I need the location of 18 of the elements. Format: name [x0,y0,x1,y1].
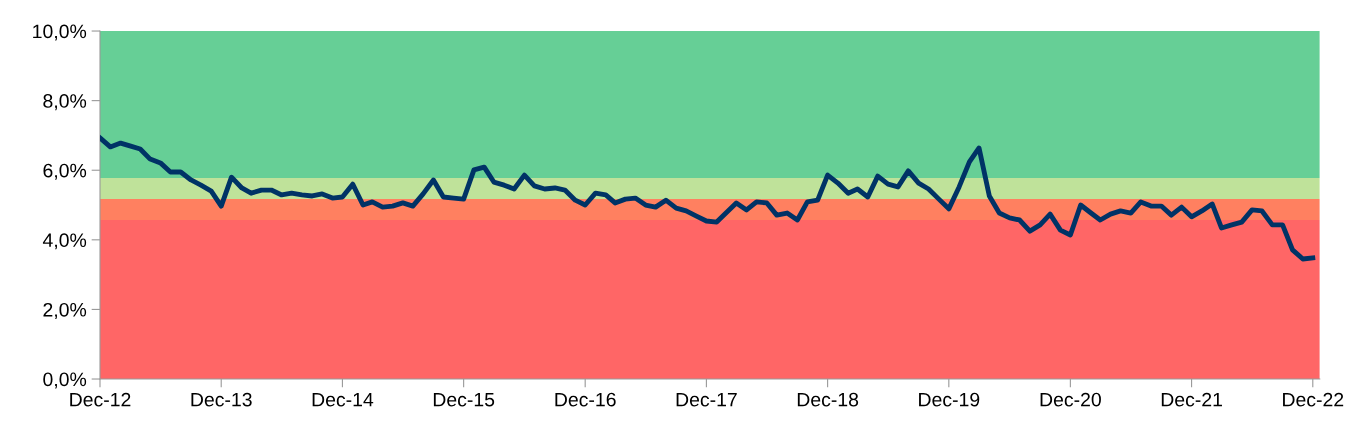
line-series [100,135,1316,262]
y-tick-label: 4,0% [42,233,87,250]
x-tick-label: Dec-22 [1283,392,1344,407]
y-tick-label: 0,0% [43,372,87,389]
x-tick-label: Dec-17 [676,392,737,407]
x-tick-label: Dec-20 [1040,392,1101,407]
y-tick-label: 2,0% [43,302,87,319]
x-tick-label: Dec-14 [312,392,374,407]
x-tick-label: Dec-19 [919,392,980,407]
y-tick-label: 6,0% [43,163,87,180]
x-tick-label: Dec-15 [433,392,495,407]
x-tick-label: Dec-21 [1161,392,1222,407]
x-tick-label: Dec-12 [70,392,131,407]
y-tick-label: 10,0% [33,24,87,41]
y-tick-label: 8,0% [43,94,87,111]
x-tick-label: Dec-16 [555,392,616,407]
x-tick-label: Dec-18 [797,392,859,407]
x-tick-label: Dec-13 [191,392,252,407]
